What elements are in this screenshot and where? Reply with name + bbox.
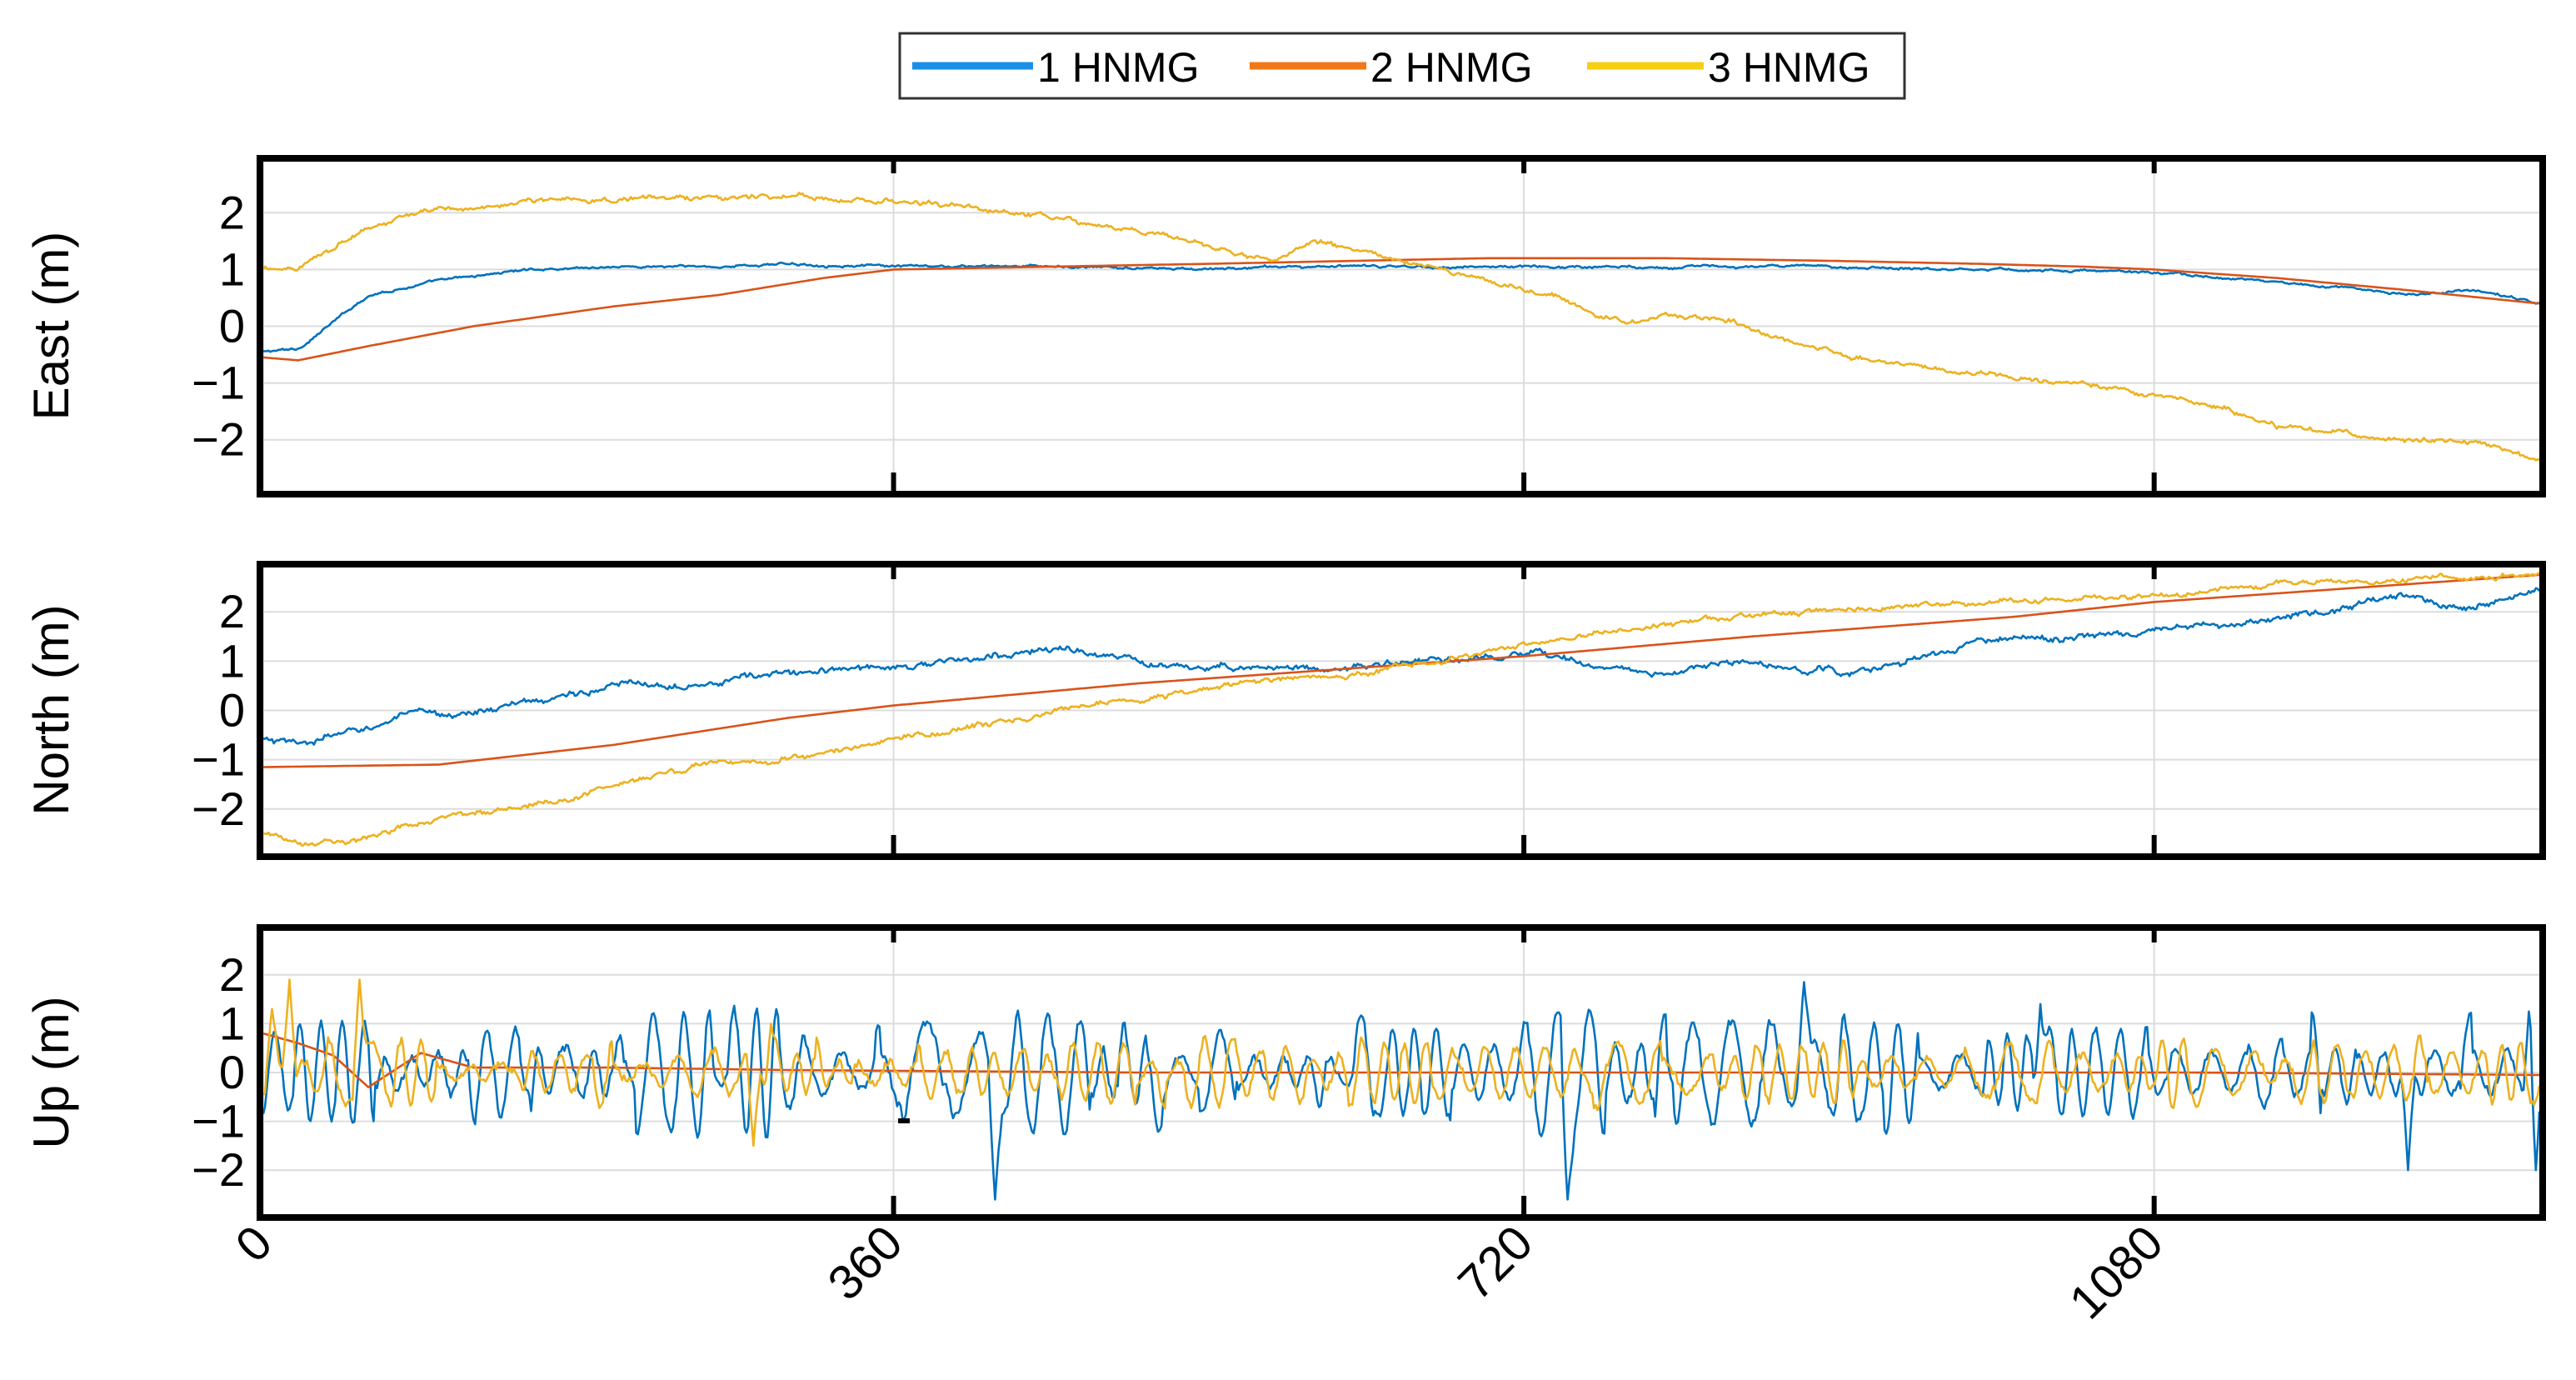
y-tick-label: 1	[219, 997, 245, 1049]
x-tick-label: 0	[225, 1215, 282, 1272]
y-tick-label: 0	[219, 684, 245, 737]
series-line-2	[262, 257, 2540, 362]
y-tick-label: −1	[192, 357, 245, 409]
series-line-1	[262, 587, 2541, 746]
legend-label-3: 3 HNMG	[1708, 44, 1870, 91]
series-line-1	[262, 261, 2540, 353]
x-tick-label: 1080	[2059, 1215, 2174, 1329]
y-tick-label: 0	[219, 300, 245, 352]
y-tick-label: −1	[192, 733, 245, 786]
x-tick-label: 360	[817, 1215, 912, 1310]
series-line-3	[262, 192, 2540, 462]
x-tick-labels: 0 360 720 1080	[225, 1215, 2173, 1329]
panel-north-ylabel: North (m)	[23, 604, 79, 815]
y-tick-label: −2	[192, 782, 245, 835]
panel-east-frame	[257, 155, 2546, 498]
panel-up-frame	[257, 924, 2546, 1221]
series-line-3	[262, 978, 2541, 1148]
panel-up-ylabel: Up (m)	[23, 996, 79, 1148]
series-line-1	[262, 981, 2541, 1201]
series-line-3	[262, 571, 2540, 847]
y-tick-label: 2	[219, 186, 245, 238]
legend-label-2: 2 HNMG	[1370, 44, 1532, 91]
y-tick-label: −2	[192, 413, 245, 466]
y-tick-label: 2	[219, 948, 245, 1001]
panel-east-ylabel: East (m)	[23, 232, 79, 421]
y-tick-label: 0	[219, 1046, 245, 1098]
x-tick-label: 720	[1448, 1215, 1543, 1310]
series-line-2	[263, 573, 2540, 768]
y-tick-label: 2	[219, 585, 245, 638]
series-line-2	[262, 1032, 2539, 1088]
y-tick-label: 1	[219, 242, 245, 295]
legend-label-1: 1 HNMG	[1037, 44, 1199, 91]
y-tick-label: 1	[219, 634, 245, 687]
y-tick-label: −1	[192, 1095, 245, 1148]
legend-box	[898, 32, 1906, 100]
panel-north-frame	[257, 561, 2546, 860]
y-tick-label: −2	[192, 1143, 245, 1196]
legend: 1 HNMG 2 HNMG 3 HNMG	[898, 32, 1906, 100]
stray-mark	[898, 1118, 910, 1123]
